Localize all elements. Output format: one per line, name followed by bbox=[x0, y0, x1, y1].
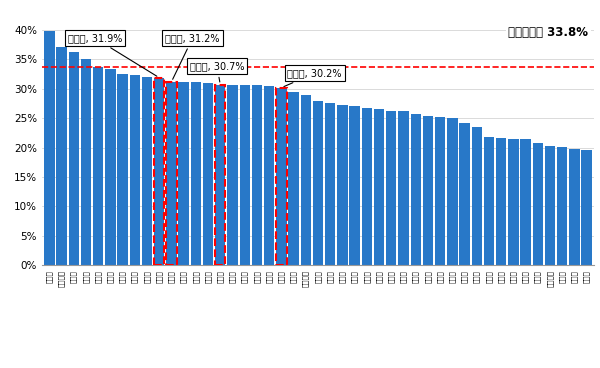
Bar bbox=[447, 118, 458, 265]
Bar bbox=[557, 147, 568, 265]
Bar bbox=[337, 105, 347, 265]
Bar bbox=[569, 149, 580, 265]
Bar bbox=[460, 123, 470, 265]
Bar bbox=[374, 109, 384, 265]
Bar bbox=[154, 78, 164, 265]
Bar bbox=[301, 95, 311, 265]
Bar bbox=[215, 85, 226, 265]
Bar bbox=[313, 100, 323, 265]
Bar bbox=[545, 146, 555, 265]
Bar bbox=[484, 137, 494, 265]
Text: 全国普及率 33.8%: 全国普及率 33.8% bbox=[508, 26, 589, 39]
Bar bbox=[203, 83, 213, 265]
Bar bbox=[325, 103, 335, 265]
Bar bbox=[581, 151, 592, 265]
Bar bbox=[142, 77, 152, 265]
Bar bbox=[410, 114, 421, 265]
Bar bbox=[215, 85, 226, 265]
Bar bbox=[68, 53, 79, 265]
Bar bbox=[93, 67, 103, 265]
Bar bbox=[264, 86, 274, 265]
Bar bbox=[191, 82, 201, 265]
Text: 愛知県, 31.9%: 愛知県, 31.9% bbox=[68, 33, 157, 76]
Bar bbox=[276, 88, 287, 265]
Bar bbox=[435, 117, 445, 265]
Bar bbox=[130, 75, 140, 265]
Bar bbox=[166, 82, 176, 265]
Text: 三重県, 31.2%: 三重県, 31.2% bbox=[166, 33, 220, 79]
Bar bbox=[496, 138, 506, 265]
Bar bbox=[56, 47, 67, 265]
Bar bbox=[423, 116, 433, 265]
Bar bbox=[154, 78, 164, 265]
Bar bbox=[398, 111, 409, 265]
Bar bbox=[386, 110, 397, 265]
Bar bbox=[166, 82, 176, 265]
Bar bbox=[276, 88, 287, 265]
Bar bbox=[252, 85, 262, 265]
Bar bbox=[289, 92, 299, 265]
Bar bbox=[472, 127, 482, 265]
Bar bbox=[533, 144, 543, 265]
Text: 静岡県, 30.2%: 静岡県, 30.2% bbox=[284, 68, 342, 86]
Bar bbox=[81, 60, 91, 265]
Bar bbox=[239, 85, 250, 265]
Bar bbox=[227, 85, 238, 265]
Bar bbox=[508, 139, 518, 265]
Bar bbox=[44, 31, 55, 265]
Bar bbox=[520, 139, 531, 265]
Bar bbox=[118, 74, 128, 265]
Bar bbox=[362, 108, 372, 265]
Text: 岐阜県, 30.7%: 岐阜県, 30.7% bbox=[190, 61, 244, 82]
Bar bbox=[178, 82, 189, 265]
Bar bbox=[349, 106, 360, 265]
Bar bbox=[105, 69, 116, 265]
